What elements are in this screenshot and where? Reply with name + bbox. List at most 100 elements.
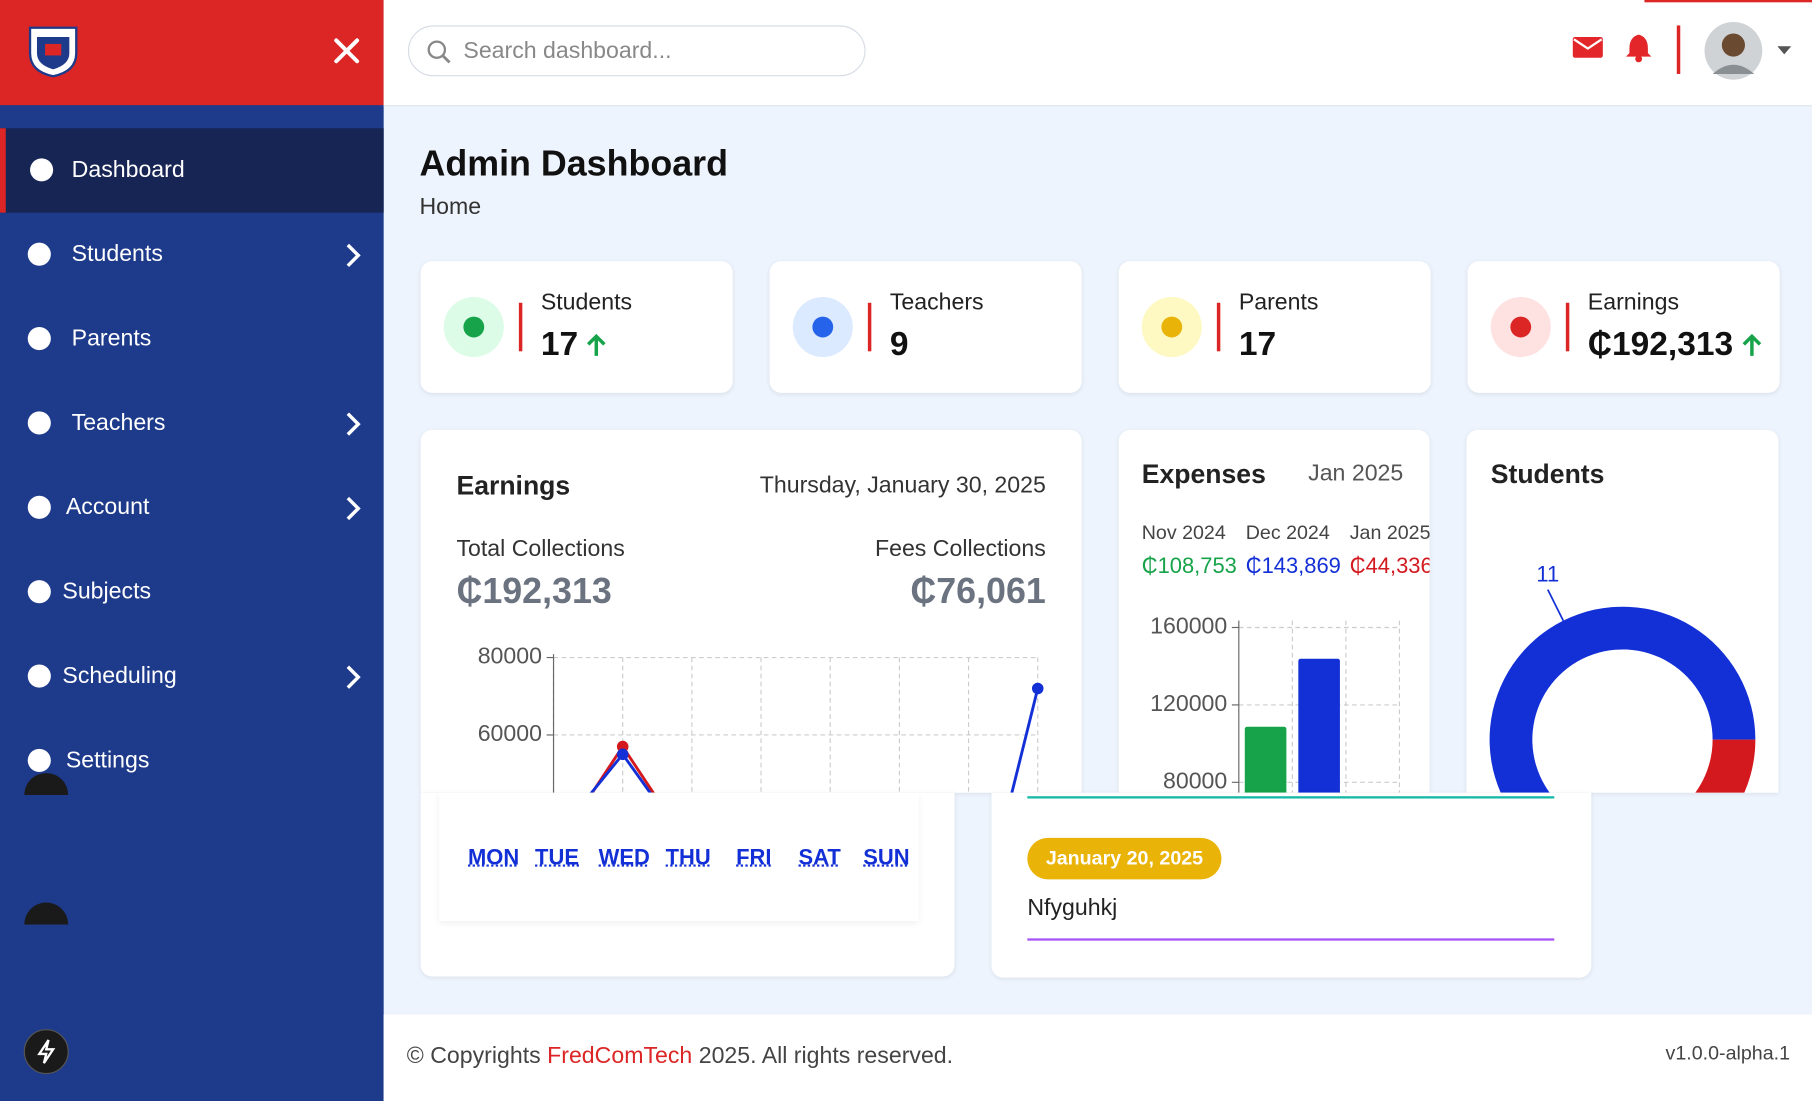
stat-divider bbox=[867, 302, 872, 352]
y-tick-label: 60000 bbox=[478, 720, 542, 746]
menu-icon bbox=[27, 495, 51, 519]
menu-item[interactable]: Parents bbox=[0, 297, 384, 381]
stat-value: 9 bbox=[889, 325, 909, 363]
point bbox=[1031, 682, 1044, 695]
menu-label: Students bbox=[71, 241, 163, 267]
trend-arrow bbox=[1742, 333, 1761, 356]
icon-shape bbox=[1510, 316, 1532, 338]
weekday[interactable]: TUE bbox=[535, 845, 579, 871]
float-button[interactable] bbox=[23, 772, 69, 796]
stat-label: Teachers bbox=[889, 290, 984, 316]
chevron-path bbox=[346, 243, 361, 268]
topbar: Search dashboard... bbox=[383, 0, 1812, 107]
weekday[interactable]: MON bbox=[468, 845, 520, 871]
search-icon bbox=[427, 40, 451, 64]
version: v1.0.0-alpha.1 bbox=[1665, 1042, 1791, 1065]
stat-divider bbox=[1565, 302, 1570, 352]
stat-value-row: 17 bbox=[541, 326, 608, 364]
line-series bbox=[1010, 688, 1040, 793]
menu-item[interactable]: Settings bbox=[0, 719, 384, 803]
total-label: Total Collections bbox=[456, 536, 625, 562]
y-tick-label: 80000 bbox=[478, 643, 542, 669]
expenses-card: Expenses Jan 2025 Nov 2024 ₵108,753 Dec 20… bbox=[1118, 429, 1430, 793]
icon-shape bbox=[27, 411, 51, 435]
menu-label: Teachers bbox=[71, 410, 166, 436]
icon-shape bbox=[27, 748, 51, 772]
menu-icon bbox=[27, 664, 51, 688]
top-accent bbox=[1644, 0, 1812, 3]
menu-label: Dashboard bbox=[71, 157, 185, 183]
calendar-panel: MON TUE WED THU FRI SAT SUN bbox=[420, 792, 955, 977]
expenses-chart: Nov 2024 ₵108,753 Dec 2024 ₵143,869 Jan 2025… bbox=[1142, 522, 1429, 793]
trend-arrow bbox=[587, 333, 606, 356]
stat-value-row: 9 bbox=[890, 326, 909, 364]
arrow-path bbox=[587, 333, 606, 356]
icon-shape bbox=[27, 242, 51, 266]
y-tick-label: 80000 bbox=[1163, 767, 1227, 792]
chevron bbox=[346, 243, 361, 268]
chevron-path bbox=[346, 412, 361, 436]
point bbox=[616, 748, 629, 761]
close-button[interactable] bbox=[333, 37, 361, 65]
copyright-prefix: © Copyrights bbox=[406, 1043, 541, 1069]
weekday[interactable]: WED bbox=[598, 845, 650, 871]
menu-item[interactable]: Scheduling bbox=[0, 634, 384, 718]
date: Thursday, January 30, 2025 bbox=[759, 472, 1046, 499]
menu-item[interactable]: Students bbox=[0, 213, 384, 297]
weekday[interactable]: SAT bbox=[798, 845, 841, 871]
icon-shape bbox=[27, 580, 51, 604]
float-button[interactable] bbox=[23, 901, 69, 925]
menu-icon bbox=[27, 242, 51, 266]
card-title: Expenses bbox=[1141, 458, 1266, 489]
icon-shape bbox=[812, 316, 834, 338]
stat-card: Earnings ₵192,313 bbox=[1467, 261, 1780, 393]
students-chart: 11 bbox=[1489, 562, 1756, 793]
category-label: Nov 2024 bbox=[1142, 522, 1226, 544]
earnings-card: Earnings Thursday, January 30, 2025 Tota… bbox=[420, 429, 1082, 793]
period: Jan 2025 bbox=[1308, 461, 1404, 487]
chevron bbox=[346, 665, 361, 689]
mail-icon[interactable] bbox=[1572, 35, 1604, 60]
icon-shape bbox=[463, 316, 485, 338]
user-avatar[interactable] bbox=[1703, 21, 1795, 81]
menu-item[interactable]: Teachers bbox=[0, 381, 384, 465]
bar bbox=[1244, 726, 1287, 793]
brand-bar bbox=[0, 0, 384, 106]
icon-shape bbox=[1161, 316, 1183, 338]
stat-label: Earnings bbox=[1587, 290, 1680, 316]
value-label: ₵143,869 bbox=[1246, 553, 1341, 578]
chevron bbox=[346, 412, 361, 436]
float-button[interactable] bbox=[23, 1028, 69, 1075]
menu-item[interactable]: Account bbox=[0, 466, 384, 550]
menu-item[interactable]: Subjects bbox=[0, 550, 384, 634]
event-panel: January 20, 2025 Nfyguhkj bbox=[991, 792, 1592, 978]
stat-card: Teachers 9 bbox=[769, 261, 1082, 393]
event-title: Nfyguhkj bbox=[1027, 895, 1118, 922]
menu-item[interactable]: Dashboard bbox=[0, 128, 384, 213]
menu-label: Settings bbox=[65, 747, 150, 774]
pie-slice bbox=[1489, 606, 1756, 793]
brand-link[interactable]: FredComTech bbox=[547, 1043, 693, 1069]
sidebar: Dashboard Students Parents Teachers Account S… bbox=[0, 0, 384, 1101]
weekday[interactable]: SUN bbox=[863, 845, 910, 871]
stat-value-row: 17 bbox=[1239, 326, 1276, 364]
stat-card: Parents 17 bbox=[1118, 261, 1431, 393]
footer: © Copyrights FredComTech 2025. All right… bbox=[383, 1014, 1812, 1101]
divider bbox=[1676, 25, 1681, 74]
search-box[interactable]: Search dashboard... bbox=[407, 25, 866, 77]
event-date[interactable]: January 20, 2025 bbox=[1027, 837, 1222, 880]
card-title: Earnings bbox=[456, 470, 571, 501]
stat-label: Parents bbox=[1238, 290, 1319, 316]
separator bbox=[1027, 938, 1555, 941]
stat-value: 17 bbox=[540, 325, 579, 363]
icon-shape bbox=[27, 327, 51, 351]
weekday[interactable]: FRI bbox=[736, 845, 772, 871]
bell-icon[interactable] bbox=[1625, 32, 1653, 63]
fees-value: ₵76,061 bbox=[910, 570, 1046, 612]
stat-label: Students bbox=[540, 290, 633, 316]
stat-divider bbox=[1216, 302, 1221, 352]
stat-card: Students 17 bbox=[420, 261, 733, 393]
weekday[interactable]: THU bbox=[665, 845, 711, 871]
breadcrumb[interactable]: Home bbox=[419, 194, 482, 220]
